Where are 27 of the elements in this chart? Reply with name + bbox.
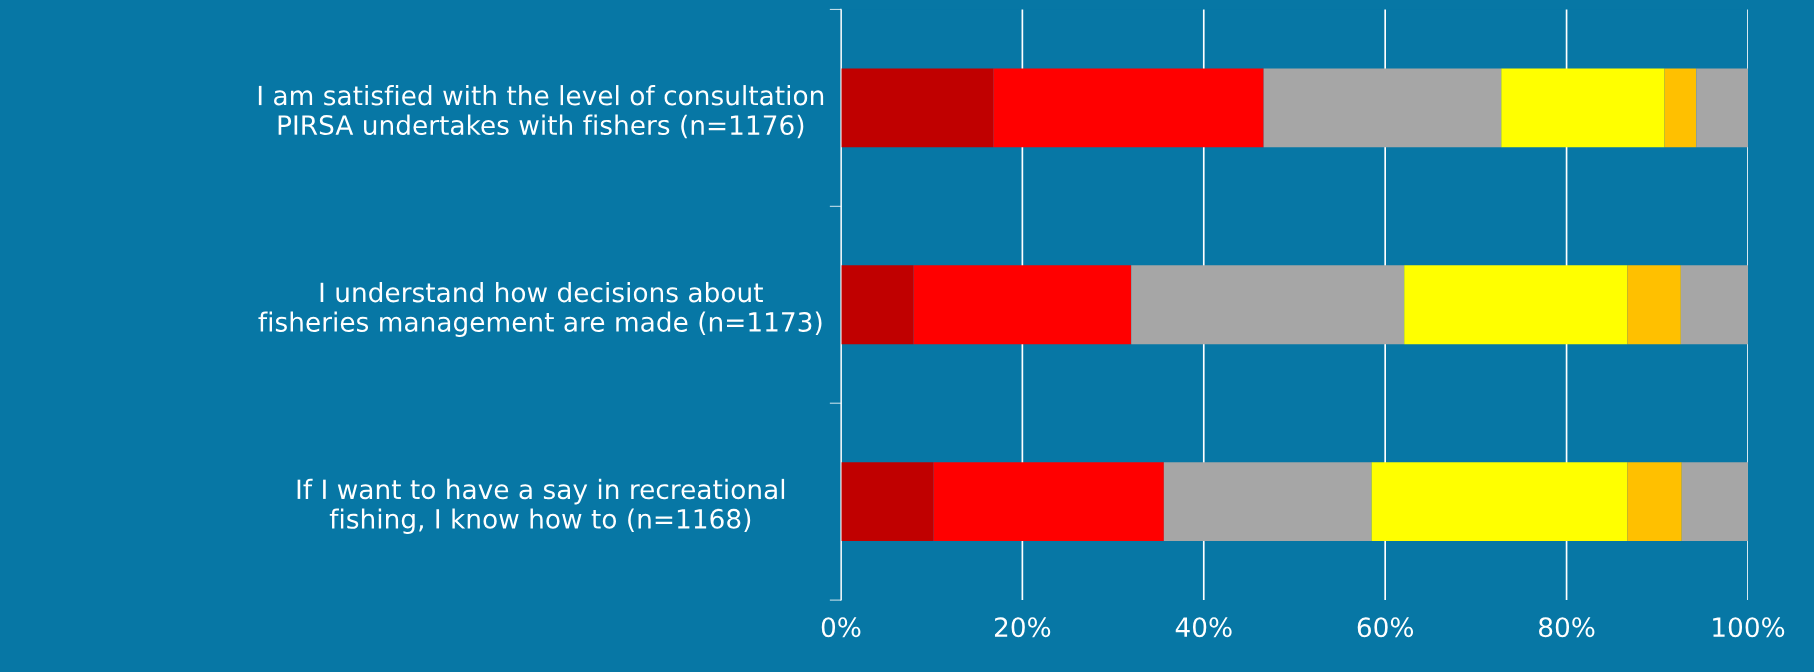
y-tick-label: I understand how decisions about fisheries management are made (n=1173) xyxy=(258,281,822,338)
y-tick-label: I am satisfied with the level of consultation PIRSA undertakes with fishers (n=1176) xyxy=(258,85,824,139)
bar xyxy=(840,68,994,148)
bar xyxy=(1404,265,1628,345)
bar xyxy=(1131,265,1405,345)
bar xyxy=(1680,265,1748,345)
bar xyxy=(840,265,914,345)
x-tick-label: 0% xyxy=(821,617,861,638)
bar xyxy=(1627,462,1682,542)
bar xyxy=(1696,68,1748,148)
x-tick-label: 40% xyxy=(1175,617,1232,638)
x-tick-label: 60% xyxy=(1357,617,1414,638)
bar xyxy=(1664,68,1697,148)
x-tick-label: 100% xyxy=(1713,617,1785,638)
bar xyxy=(1681,462,1748,542)
bar xyxy=(1371,462,1628,542)
x-tick-label: 20% xyxy=(994,617,1051,638)
bar xyxy=(1163,462,1372,542)
x-tick-label: 80% xyxy=(1539,617,1595,638)
bar xyxy=(933,462,1164,542)
bar xyxy=(913,265,1132,345)
bar xyxy=(1627,265,1681,345)
bar xyxy=(1263,68,1502,148)
y-tick-label: If I want to have a say in recreational fishing, I know how to (n=1168) xyxy=(297,478,785,534)
bar xyxy=(840,462,934,542)
bar xyxy=(1501,68,1665,148)
bar xyxy=(993,68,1264,148)
